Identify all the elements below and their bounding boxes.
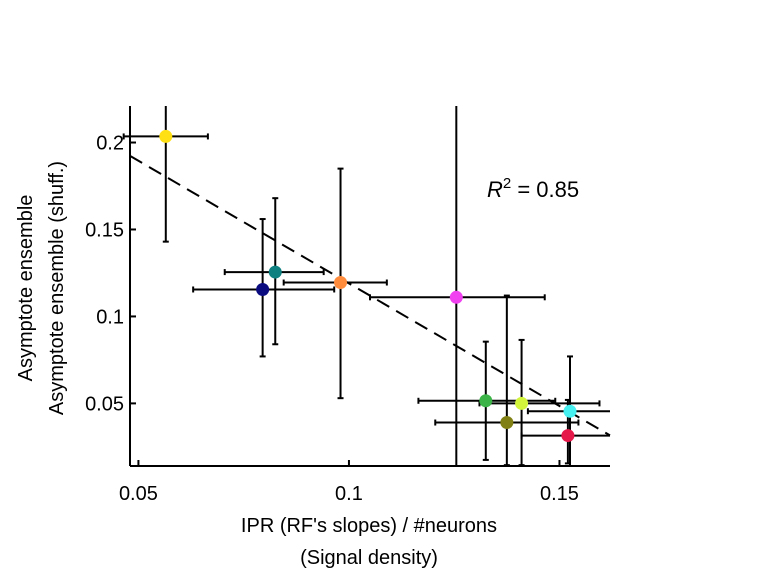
r-squared-annotation: R2 = 0.85 <box>487 175 579 202</box>
y-tick-label: 0.15 <box>85 219 124 241</box>
y-tick-label: 0.05 <box>85 393 124 415</box>
x-axis-label-line-1: IPR (RF's slopes) / #neurons <box>241 515 497 537</box>
x-tick-label: 0.15 <box>540 483 579 505</box>
y-tick-label: 0.1 <box>96 306 124 328</box>
data-point <box>256 282 270 296</box>
x-tick-label: 0.1 <box>335 483 363 505</box>
error-bar-group <box>369 106 546 466</box>
error-bar-group <box>122 106 209 243</box>
data-points-layer <box>159 129 577 443</box>
error-bar-group <box>478 338 601 467</box>
data-point <box>159 129 173 143</box>
y-axis-label-line-2: Asymptote ensemble (shuff.) <box>46 161 68 415</box>
y-tick-label: 0.2 <box>96 133 124 155</box>
x-tick-label: 0.05 <box>119 483 158 505</box>
x-axis-label-line-2: (Signal density) <box>300 547 438 569</box>
data-point <box>563 404 577 418</box>
r-squared-value: = 0.85 <box>511 177 579 202</box>
y-axis-label-line-1: Asymptote ensemble <box>15 195 37 382</box>
r-symbol: R <box>487 177 503 202</box>
ticks-layer: 0.05 0.1 0.15 0.05 0.1 0.15 0.2 <box>85 133 579 505</box>
data-point <box>449 290 463 304</box>
error-bars-layer <box>122 106 610 467</box>
r-exponent: 2 <box>503 175 511 192</box>
data-point <box>515 396 529 410</box>
data-point <box>334 276 348 290</box>
data-point <box>268 265 282 279</box>
axes <box>129 106 610 467</box>
data-point <box>561 429 575 443</box>
data-point <box>500 416 514 430</box>
data-point <box>479 394 493 408</box>
